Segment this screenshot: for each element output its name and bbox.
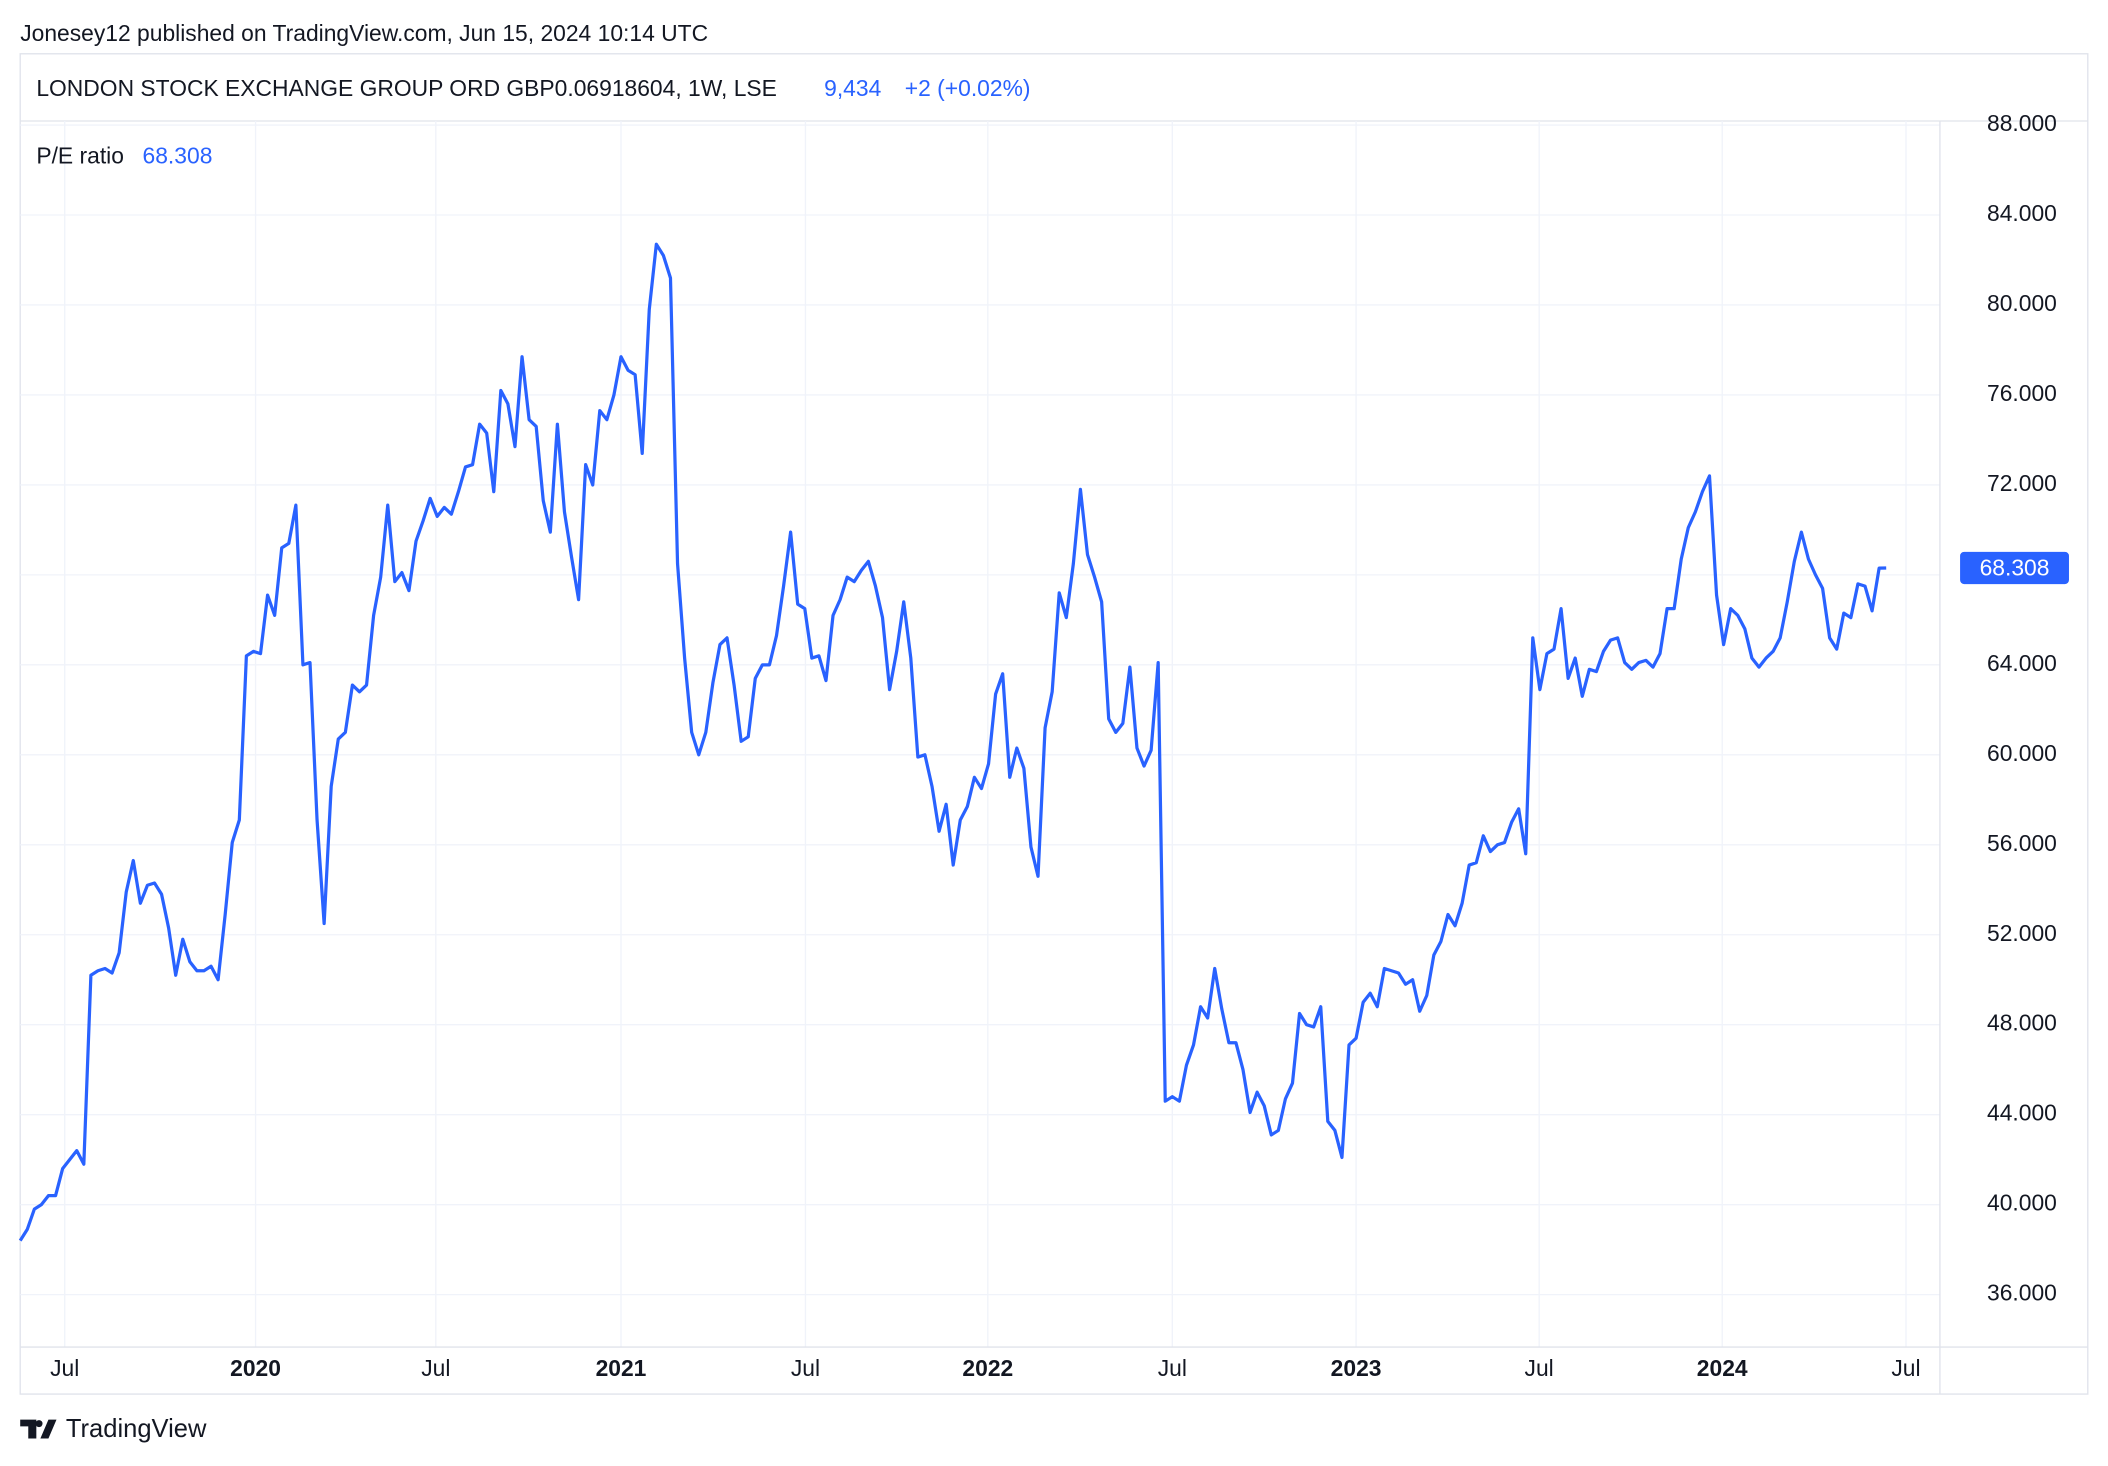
y-tick-label: 76.000	[1987, 380, 2057, 406]
x-tick-label: Jul	[50, 1355, 79, 1381]
line	[18, 242, 1887, 1242]
legend-name: P/E ratio	[36, 142, 124, 168]
x-tick-label: 2020	[230, 1355, 281, 1381]
y-tick-label: 72.000	[1987, 470, 2057, 496]
change: +2 (+0.02%)	[905, 75, 1031, 101]
y-tick-label: 60.000	[1987, 740, 2057, 766]
last-value-label: 68.308	[1980, 554, 2050, 580]
y-tick-label: 88.000	[1987, 110, 2057, 136]
y-tick-label: 56.000	[1987, 830, 2057, 856]
x-tick-label: 2021	[596, 1355, 647, 1381]
brand-logo	[20, 1419, 57, 1439]
x-tick-label: Jul	[421, 1355, 450, 1381]
y-tick-label: 64.000	[1987, 650, 2057, 676]
y-tick-label: 48.000	[1987, 1010, 2057, 1036]
x-tick-label: 2022	[962, 1355, 1013, 1381]
legend-value: 68.308	[143, 142, 213, 168]
last-value-badge	[1960, 551, 2069, 585]
frame	[19, 53, 2089, 1395]
symbol: LONDON STOCK EXCHANGE GROUP ORD GBP0.069…	[36, 75, 777, 101]
x-tick-label: Jul	[1525, 1355, 1554, 1381]
x-tick-label: Jul	[1891, 1355, 1920, 1381]
y-tick-label: 44.000	[1987, 1100, 2057, 1126]
x-tick-label: Jul	[1158, 1355, 1187, 1381]
y-tick-label: 52.000	[1987, 920, 2057, 946]
plot	[18, 120, 1940, 1348]
y-tick-label: 36.000	[1987, 1280, 2057, 1306]
x-tick-label: Jul	[791, 1355, 820, 1381]
brand: TradingView	[66, 1415, 207, 1443]
x-tick-label: 2023	[1331, 1355, 1382, 1381]
price: 9,434	[824, 75, 881, 101]
y-tick-label: 84.000	[1987, 200, 2057, 226]
x-tick-label: 2024	[1697, 1355, 1748, 1381]
y-tick-label: 80.000	[1987, 290, 2057, 316]
published-line: Jonesey12 published on TradingView.com, …	[20, 20, 708, 46]
y-tick-label: 40.000	[1987, 1190, 2057, 1216]
